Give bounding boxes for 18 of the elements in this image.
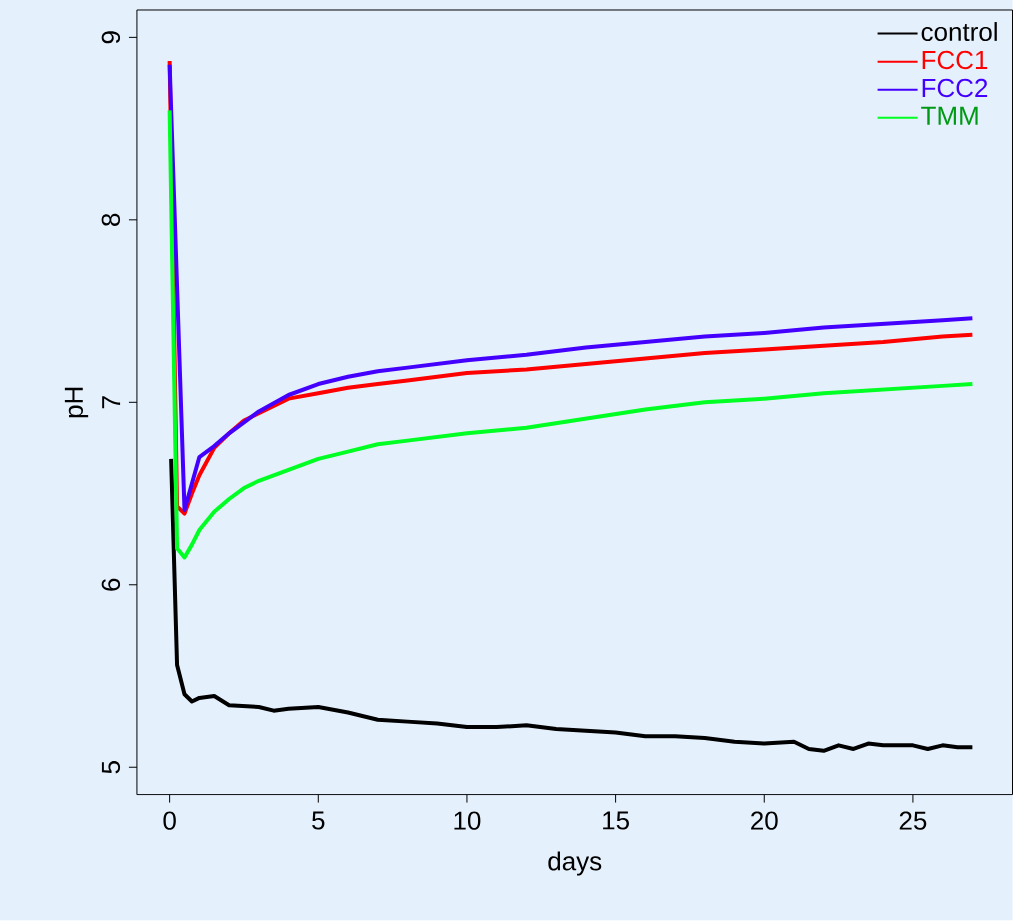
x-tick-label: 5 [312, 811, 325, 830]
y-tick-label: 9 [101, 31, 121, 44]
y-tick-label: 7 [102, 396, 121, 409]
line-series [169, 457, 975, 754]
legend-label: FCC1 [922, 50, 988, 70]
x-axis-title: days [548, 851, 602, 876]
x-tick-label: 15 [603, 811, 629, 830]
x-tick-label: 0 [163, 811, 176, 831]
y-tick-label: 5 [101, 761, 121, 774]
legend-label: control [921, 22, 997, 42]
legend-label: FCC2 [922, 79, 988, 98]
x-tick-label: 25 [899, 811, 927, 831]
x-tick-label: 20 [751, 811, 778, 831]
y-axis-title: pH [64, 388, 89, 418]
legend-label: TMM [921, 107, 978, 125]
y-tick-label: 8 [101, 213, 121, 227]
x-tick-label: 10 [454, 811, 481, 831]
y-tick-label: 6 [101, 578, 121, 591]
